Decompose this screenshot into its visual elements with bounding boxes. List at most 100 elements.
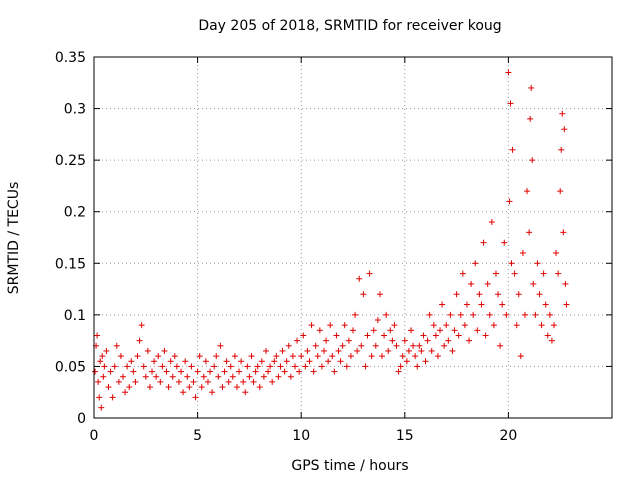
data-point	[327, 322, 334, 329]
data-point	[449, 347, 456, 354]
data-point	[387, 327, 394, 334]
data-point	[182, 358, 189, 365]
data-point	[486, 311, 493, 318]
data-point	[289, 353, 296, 360]
data-point	[155, 353, 162, 360]
data-point	[399, 353, 406, 360]
data-point	[339, 342, 346, 349]
data-point	[248, 353, 255, 360]
data-point	[484, 280, 491, 287]
data-point	[188, 363, 195, 370]
data-point	[410, 342, 417, 349]
data-point	[142, 373, 149, 380]
data-point	[505, 69, 512, 76]
data-point	[507, 100, 514, 107]
data-point	[360, 291, 367, 298]
data-point	[546, 311, 553, 318]
data-point	[159, 363, 166, 370]
data-point	[198, 384, 205, 391]
data-point	[105, 384, 112, 391]
data-point	[563, 301, 570, 308]
data-point	[233, 384, 240, 391]
data-point	[391, 322, 398, 329]
data-point	[544, 332, 551, 339]
data-point	[165, 384, 172, 391]
data-point	[254, 363, 261, 370]
data-point	[495, 291, 502, 298]
data-point	[294, 337, 301, 344]
data-point	[94, 332, 101, 339]
x-tick-labels: 0 5 10 15 20	[90, 428, 518, 444]
data-point	[287, 373, 294, 380]
data-point	[122, 389, 129, 396]
data-point	[492, 270, 499, 277]
data-point	[441, 342, 448, 349]
data-point	[488, 219, 495, 226]
data-point	[310, 368, 317, 375]
data-point	[383, 311, 390, 318]
data-point	[200, 373, 207, 380]
data-point	[258, 358, 265, 365]
data-point	[445, 337, 452, 344]
data-point	[451, 327, 458, 334]
data-point	[529, 157, 536, 164]
data-point	[273, 353, 280, 360]
data-point	[455, 332, 462, 339]
data-point	[312, 342, 319, 349]
data-point	[420, 332, 427, 339]
data-point	[107, 368, 114, 375]
data-point	[306, 358, 313, 365]
data-point	[490, 322, 497, 329]
data-point	[372, 342, 379, 349]
data-point	[561, 126, 568, 133]
data-point	[252, 368, 259, 375]
data-point	[385, 347, 392, 354]
data-point	[347, 353, 354, 360]
data-point	[501, 239, 508, 246]
data-point	[381, 332, 388, 339]
data-point	[350, 327, 356, 334]
data-point	[202, 358, 209, 365]
data-point	[405, 347, 412, 354]
data-point	[92, 368, 99, 375]
data-point	[231, 353, 238, 360]
data-point	[320, 347, 327, 354]
data-point	[192, 394, 199, 401]
data-point	[548, 337, 555, 344]
data-point	[414, 363, 421, 370]
data-point	[153, 373, 160, 380]
data-point	[526, 229, 533, 236]
data-point	[368, 353, 375, 360]
y-tick-label: 0.1	[64, 308, 86, 324]
data-point	[149, 368, 156, 375]
data-point	[236, 368, 243, 375]
data-point	[215, 373, 222, 380]
data-point	[101, 363, 108, 370]
data-point	[250, 378, 257, 385]
data-point	[558, 146, 565, 153]
x-tick-label: 20	[499, 428, 517, 444]
data-point	[151, 358, 158, 365]
data-point	[204, 378, 211, 385]
data-points	[92, 69, 570, 411]
data-point	[482, 332, 489, 339]
grid-lines	[94, 57, 612, 418]
data-point	[470, 311, 477, 318]
data-point	[256, 384, 263, 391]
data-point	[136, 337, 143, 344]
data-point	[225, 378, 232, 385]
data-point	[557, 188, 564, 195]
data-point	[528, 84, 535, 91]
data-point	[99, 353, 106, 360]
chart-title: Day 205 of 2018, SRMTID for receiver kou…	[198, 18, 501, 34]
data-point	[511, 270, 518, 277]
data-point	[296, 368, 303, 375]
data-point	[140, 363, 147, 370]
data-point	[186, 384, 193, 391]
data-point	[354, 347, 361, 354]
y-tick-label: 0.35	[55, 50, 86, 66]
data-point	[478, 301, 485, 308]
x-axis-label: GPS time / hours	[291, 458, 408, 474]
data-point	[109, 394, 116, 401]
y-tick-label: 0.3	[64, 102, 86, 118]
